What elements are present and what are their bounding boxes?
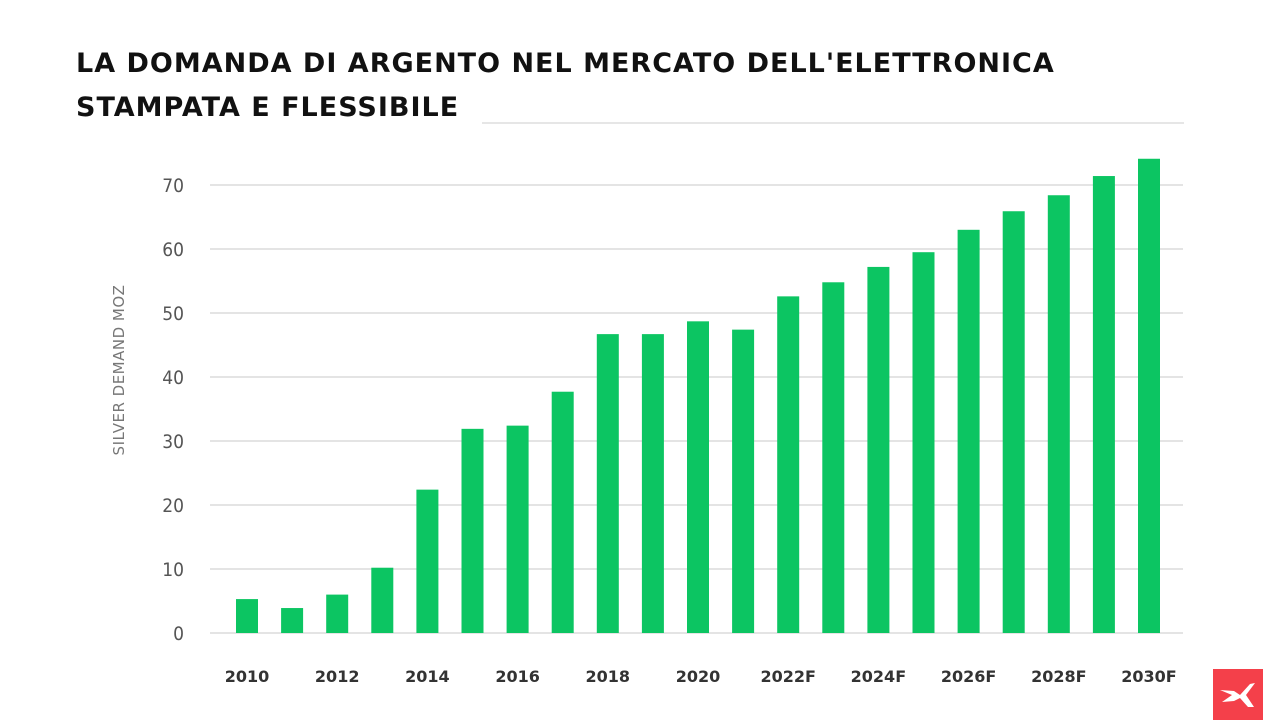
y-tick-label: 70	[162, 175, 184, 197]
bar-2029F	[1092, 176, 1115, 634]
bar-2018	[596, 334, 619, 633]
bar-2012	[326, 594, 349, 633]
y-axis-label: SILVER DEMAND MOZ	[110, 285, 128, 456]
bar-2028F	[1047, 195, 1070, 634]
bar-2019	[641, 334, 664, 633]
y-tick-label: 20	[162, 495, 184, 517]
bar-2010	[236, 599, 258, 633]
x-tick-label: 2014	[405, 667, 450, 686]
bar-2026F	[957, 229, 980, 634]
bar-2022F	[777, 296, 800, 633]
bar-2017	[551, 391, 574, 633]
bar-2011	[281, 608, 304, 633]
xtb-logo-icon	[1213, 669, 1263, 720]
bar-2030F	[1138, 158, 1160, 633]
x-tick-label: 2022F	[760, 667, 815, 686]
y-tick-label: 30	[162, 431, 184, 453]
bar-2027F	[1002, 211, 1025, 634]
y-tick-label: 50	[162, 303, 184, 325]
bar-2016	[506, 425, 529, 633]
bar-2013	[371, 567, 394, 633]
title-line-2: stampata e flessibile	[76, 92, 460, 123]
x-tick-label: 2030F	[1121, 667, 1176, 686]
y-tick-label: 40	[162, 367, 184, 389]
bar-2014	[416, 489, 439, 633]
x-tick-label: 2028F	[1031, 667, 1086, 686]
x-tick-label: 2012	[315, 667, 360, 686]
y-tick-label: 0	[173, 623, 184, 645]
y-tick-label: 10	[162, 559, 184, 581]
x-tick-label: 2018	[586, 667, 631, 686]
title-line-1: La domanda di argento nel mercato dell'e…	[76, 48, 1055, 79]
x-tick-label: 2020	[676, 667, 721, 686]
bar-2025F	[912, 252, 935, 633]
x-tick-label: 2016	[495, 667, 540, 686]
title-divider	[482, 122, 1184, 124]
bar-2020	[687, 321, 709, 633]
bar-2021	[732, 329, 755, 633]
x-tick-label: 2024F	[851, 667, 906, 686]
bar-2023F	[822, 282, 845, 633]
chart-title: La domanda di argento nel mercato dell'e…	[76, 42, 1055, 130]
bar-2024F	[867, 266, 890, 633]
x-tick-label: 2026F	[941, 667, 996, 686]
y-tick-label: 60	[162, 239, 184, 261]
x-tick-label: 2010	[225, 667, 270, 686]
bar-2015	[461, 428, 484, 633]
